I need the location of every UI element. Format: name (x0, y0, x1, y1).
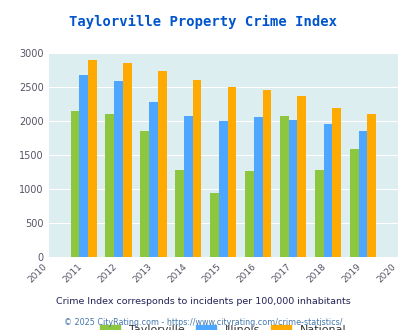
Bar (349, 149, 358, 257)
Bar (175, 170, 183, 257)
Legend: Taylorville, Illinois, National: Taylorville, Illinois, National (95, 320, 350, 330)
Bar (79, 75, 88, 257)
Bar (245, 172, 253, 257)
Bar (279, 116, 288, 257)
Bar (210, 193, 218, 257)
Bar (262, 90, 271, 257)
Bar (114, 82, 123, 257)
Bar (123, 63, 131, 257)
Bar (140, 131, 149, 257)
Bar (183, 115, 192, 257)
Bar (314, 170, 323, 257)
Text: Crime Index corresponds to incidents per 100,000 inhabitants: Crime Index corresponds to incidents per… (55, 297, 350, 307)
Bar (332, 108, 340, 257)
Bar (88, 60, 96, 257)
Text: © 2025 CityRating.com - https://www.cityrating.com/crime-statistics/: © 2025 CityRating.com - https://www.city… (64, 318, 341, 327)
Bar (149, 102, 158, 257)
Bar (367, 114, 375, 257)
Bar (297, 96, 305, 257)
Bar (323, 124, 332, 257)
Bar (192, 80, 201, 257)
Bar (105, 114, 114, 257)
Bar (70, 111, 79, 257)
Bar (158, 71, 166, 257)
Bar (218, 121, 227, 257)
Bar (253, 117, 262, 257)
Text: Taylorville Property Crime Index: Taylorville Property Crime Index (69, 15, 336, 29)
Bar (227, 87, 236, 257)
Bar (358, 131, 367, 257)
Bar (288, 120, 297, 257)
